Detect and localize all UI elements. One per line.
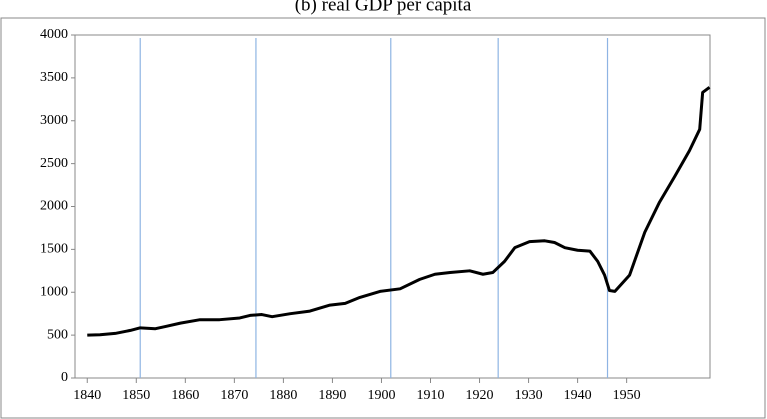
y-tick-label: 3500 <box>40 70 68 85</box>
data-line <box>87 86 711 337</box>
x-tick-label: 1950 <box>613 388 641 403</box>
y-tick-label: 2000 <box>40 199 68 214</box>
x-tick-label: 1910 <box>417 388 445 403</box>
y-tick-label: 4000 <box>40 27 68 42</box>
y-tick-label: 3000 <box>40 113 68 128</box>
x-tick-label: 1870 <box>220 388 248 403</box>
x-tick-label: 1900 <box>367 388 395 403</box>
y-tick-label: 1500 <box>40 242 68 257</box>
y-tick-label: 0 <box>61 370 68 385</box>
x-tick-label: 1940 <box>564 388 592 403</box>
x-tick-label: 1880 <box>269 388 297 403</box>
x-tick-label: 1920 <box>466 388 494 403</box>
chart-title: (b) real GDP per capita <box>295 0 472 15</box>
x-tick-label: 1850 <box>122 388 150 403</box>
x-tick-label: 1890 <box>318 388 346 403</box>
y-tick-label: 1000 <box>40 284 68 299</box>
y-tick-label: 2500 <box>40 156 68 171</box>
x-tick-label: 1840 <box>73 388 101 403</box>
x-tick-label: 1860 <box>171 388 199 403</box>
chart-frame <box>0 17 766 419</box>
x-tick-label: 1930 <box>515 388 543 403</box>
y-tick-label: 500 <box>47 327 68 342</box>
